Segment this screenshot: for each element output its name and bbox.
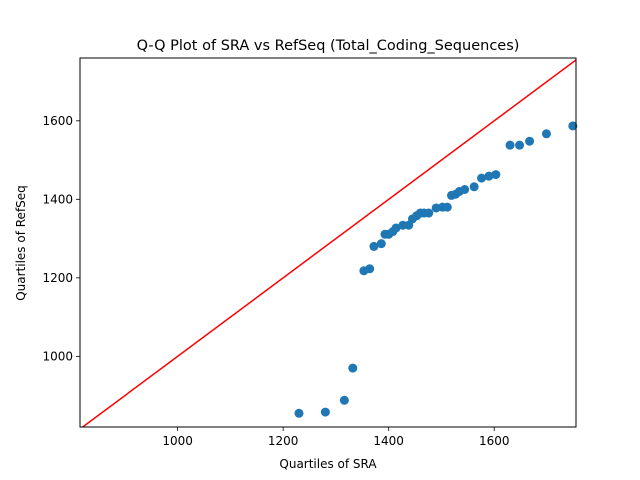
data-point-2 [320, 407, 330, 417]
y-tick-label: 1200 [42, 271, 73, 285]
data-point-26 [460, 185, 470, 195]
x-tick-label: 1600 [479, 434, 510, 448]
y-axis-label: Quartiles of RefSeq [14, 185, 28, 301]
y-axis: 1000 1200 1400 1600 [42, 114, 80, 363]
data-point-30 [491, 170, 501, 180]
reference-line-layer [81, 59, 576, 427]
x-axis-label: Quartiles of SRA [279, 457, 377, 471]
x-tick-label: 1200 [268, 434, 299, 448]
data-point-7 [369, 241, 379, 251]
data-point-32 [515, 140, 525, 150]
y-tick-label: 1000 [42, 349, 73, 363]
plot-area [81, 59, 578, 427]
x-tick-label: 1000 [162, 434, 193, 448]
data-point-27 [469, 182, 479, 192]
data-point-8 [376, 239, 386, 249]
data-point-33 [525, 136, 535, 146]
y-tick-label: 1600 [42, 114, 73, 128]
data-point-31 [505, 140, 515, 150]
points-layer [294, 121, 578, 418]
data-point-28 [477, 173, 487, 183]
data-point-22 [442, 202, 452, 212]
data-point-12 [391, 223, 401, 233]
data-point-6 [365, 264, 375, 274]
data-point-29 [484, 171, 494, 181]
data-point-34 [541, 129, 551, 139]
plot-frame [79, 57, 577, 428]
data-point-19 [424, 208, 434, 218]
x-axis: 1000 1200 1400 1600 [162, 427, 509, 448]
data-point-4 [348, 363, 358, 373]
y-tick-label: 1400 [42, 192, 73, 206]
data-point-35 [568, 121, 578, 131]
data-point-3 [339, 395, 349, 405]
data-point-1 [294, 408, 304, 418]
chart-title: Q-Q Plot of SRA vs RefSeq (Total_Coding_… [137, 38, 520, 54]
reference-line [81, 59, 576, 427]
x-tick-label: 1400 [373, 434, 404, 448]
